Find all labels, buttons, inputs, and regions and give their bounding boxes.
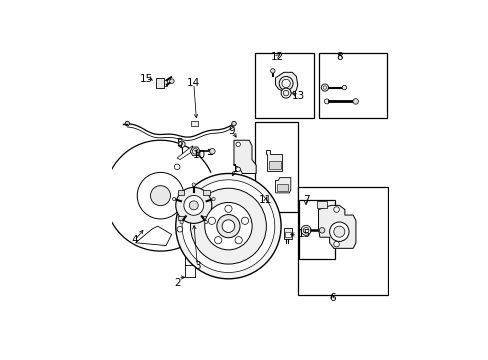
Text: 14: 14 [187, 78, 200, 89]
Circle shape [352, 99, 358, 104]
Text: 8: 8 [336, 51, 343, 62]
Polygon shape [177, 146, 192, 159]
Circle shape [189, 201, 198, 210]
Circle shape [172, 197, 175, 201]
Circle shape [192, 183, 195, 186]
Bar [156, 78, 163, 89]
Circle shape [281, 88, 290, 98]
Circle shape [125, 121, 129, 126]
Bar [163, 80, 166, 86]
Bar [317, 201, 326, 208]
Polygon shape [190, 147, 200, 156]
Circle shape [222, 220, 234, 233]
Circle shape [174, 164, 180, 170]
Polygon shape [135, 226, 171, 246]
Circle shape [329, 222, 348, 242]
Text: 13: 13 [291, 91, 305, 101]
Circle shape [342, 85, 346, 90]
Circle shape [180, 220, 183, 224]
Circle shape [333, 242, 339, 247]
Circle shape [183, 195, 203, 215]
Circle shape [175, 187, 211, 223]
Circle shape [319, 228, 324, 233]
Circle shape [214, 237, 222, 244]
Text: 4: 4 [131, 235, 138, 245]
Circle shape [231, 121, 236, 126]
Bar [203, 216, 209, 220]
Bar [203, 190, 209, 195]
Bar [318, 53, 386, 118]
Bar [299, 200, 334, 260]
Text: 7: 7 [302, 195, 309, 205]
Circle shape [209, 149, 215, 154]
Circle shape [303, 228, 308, 233]
Circle shape [235, 167, 240, 172]
Text: 9: 9 [228, 126, 235, 135]
Text: 11: 11 [259, 195, 272, 205]
Circle shape [224, 205, 232, 212]
Text: 5: 5 [176, 138, 183, 148]
Polygon shape [179, 141, 184, 148]
Circle shape [333, 207, 339, 212]
Bar [284, 232, 290, 237]
Circle shape [192, 149, 198, 154]
Circle shape [175, 174, 281, 279]
Bar [191, 121, 198, 126]
Bar [177, 216, 184, 220]
Circle shape [321, 84, 328, 91]
Circle shape [333, 226, 344, 237]
Circle shape [323, 86, 326, 89]
Circle shape [324, 99, 328, 104]
Polygon shape [265, 150, 282, 171]
Text: 6: 6 [328, 293, 335, 303]
Text: 1: 1 [232, 164, 238, 174]
Circle shape [282, 79, 290, 87]
Circle shape [241, 217, 248, 224]
Bar [254, 122, 297, 212]
Circle shape [279, 76, 292, 90]
Bar [297, 187, 387, 296]
Circle shape [150, 186, 170, 206]
Polygon shape [233, 140, 256, 174]
Text: 10: 10 [192, 150, 205, 159]
Polygon shape [318, 205, 355, 248]
Text: 15: 15 [298, 229, 311, 239]
Circle shape [204, 220, 207, 224]
Polygon shape [275, 177, 290, 193]
Bar [284, 228, 291, 239]
Circle shape [235, 237, 242, 244]
Polygon shape [275, 72, 297, 93]
Circle shape [177, 226, 183, 232]
Circle shape [216, 215, 240, 238]
Bar [254, 53, 314, 118]
Circle shape [182, 180, 274, 273]
Bar [276, 184, 287, 191]
Circle shape [169, 79, 174, 84]
Circle shape [301, 225, 310, 235]
Circle shape [211, 197, 215, 201]
Circle shape [235, 142, 240, 147]
Text: 3: 3 [194, 261, 200, 271]
Circle shape [270, 69, 274, 73]
Text: 15: 15 [140, 74, 153, 84]
Text: 2: 2 [174, 278, 181, 288]
Circle shape [208, 217, 215, 224]
Circle shape [283, 90, 288, 96]
Circle shape [190, 188, 266, 264]
Bar [177, 190, 184, 195]
Bar [268, 161, 281, 169]
Circle shape [204, 202, 252, 250]
Text: 12: 12 [270, 51, 283, 62]
